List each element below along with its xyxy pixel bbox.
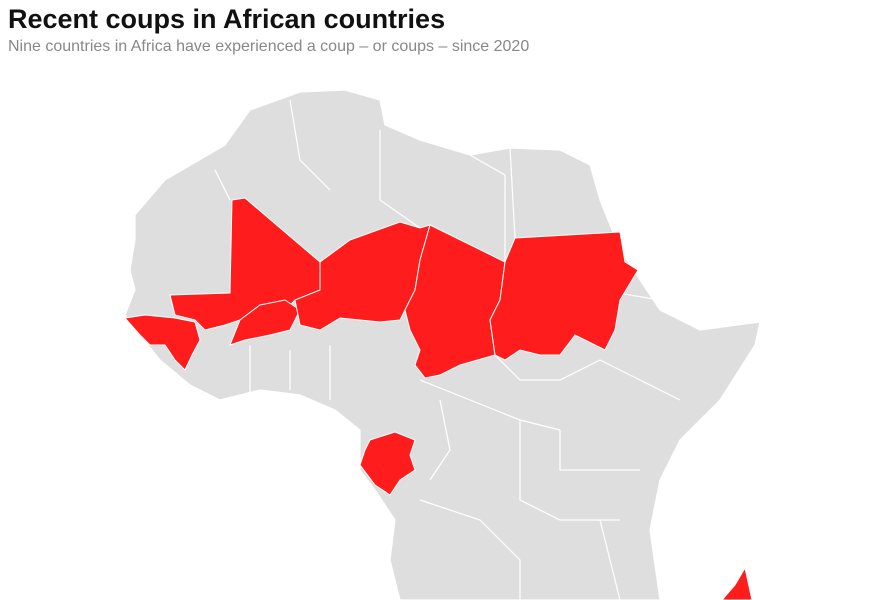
niger bbox=[294, 221, 431, 331]
sudan bbox=[489, 231, 639, 361]
gabon bbox=[359, 431, 416, 496]
country-borders bbox=[214, 99, 681, 600]
burkina-faso bbox=[229, 299, 301, 346]
madagascar bbox=[721, 566, 753, 600]
title: Recent coups in African countries bbox=[8, 4, 446, 34]
guinea bbox=[124, 314, 201, 371]
subtitle: Nine countries in Africa have experience… bbox=[8, 38, 530, 55]
